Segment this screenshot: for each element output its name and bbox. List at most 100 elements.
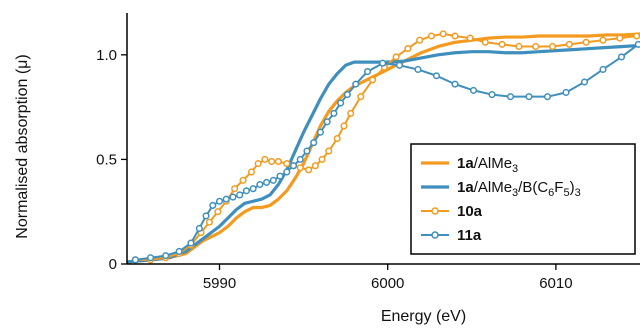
data-point [242, 187, 250, 195]
series-line-2 [127, 43, 640, 264]
data-point [416, 36, 424, 44]
legend-entry: 1a/AlMe3 [421, 155, 518, 175]
data-point [343, 91, 351, 99]
data-point [532, 42, 540, 51]
data-point [289, 162, 298, 170]
data-point [296, 164, 304, 172]
data-point [296, 155, 304, 163]
data-point [215, 197, 224, 205]
data-point [249, 185, 257, 193]
data-point [231, 185, 239, 193]
data-point [565, 40, 573, 48]
legend-entry: 1a/AlMe3/B(C6F5)3 [421, 179, 581, 199]
data-point [310, 139, 318, 147]
data-point [239, 176, 247, 184]
data-point [414, 65, 422, 74]
data-point [131, 256, 139, 264]
legend-marker [431, 231, 439, 239]
data-point [525, 93, 533, 101]
data-point [498, 40, 506, 48]
x-tick-label: 6000 [371, 275, 404, 292]
data-point [263, 178, 271, 186]
data-point [599, 36, 607, 44]
data-point [548, 42, 557, 51]
data-point [333, 134, 341, 143]
data-point [247, 168, 256, 176]
data-point [268, 157, 276, 166]
y-tick-label: 0 [109, 256, 117, 273]
data-point [229, 193, 237, 201]
data-point [222, 195, 230, 203]
data-point [256, 180, 264, 189]
data-point [481, 38, 489, 46]
data-point [599, 65, 607, 74]
data-point [347, 109, 355, 117]
data-point [379, 59, 387, 67]
data-point [562, 88, 570, 97]
data-point [543, 93, 552, 101]
data-point [582, 38, 590, 46]
data-point [316, 128, 324, 136]
data-point [209, 201, 217, 209]
data-point [580, 78, 589, 86]
data-point [363, 68, 372, 76]
x-axis-title: Energy (eV) [381, 308, 466, 325]
data-point [187, 239, 195, 247]
data-point [616, 34, 624, 42]
data-point [633, 32, 640, 40]
data-point [162, 252, 170, 260]
legend-marker [431, 207, 439, 215]
data-point [205, 218, 213, 226]
data-point [392, 53, 400, 61]
series-line-1 [127, 32, 640, 264]
data-point [515, 42, 523, 51]
legend-entry: 10a [421, 203, 483, 220]
y-tick-label: 0.5 [96, 151, 117, 168]
data-point [634, 40, 640, 48]
data-point [175, 247, 183, 255]
data-point [254, 160, 262, 168]
x-tick-label: 5990 [203, 275, 236, 292]
data-point [369, 76, 377, 84]
data-point [466, 34, 474, 42]
x-tick-label: 6010 [539, 275, 572, 292]
data-point [276, 172, 284, 180]
data-point [325, 147, 333, 155]
legend-label: 1a/AlMe3 [457, 155, 518, 175]
data-point [337, 99, 345, 107]
data-point [311, 162, 319, 170]
data-point [323, 118, 331, 126]
data-point [330, 109, 338, 117]
data-point [488, 91, 496, 99]
data-point [146, 254, 155, 262]
data-point [340, 122, 348, 130]
data-point [283, 168, 291, 176]
data-point [395, 61, 404, 69]
data-point [432, 72, 441, 80]
data-point [305, 166, 313, 174]
data-point [451, 80, 459, 88]
data-point [404, 45, 412, 53]
y-tick-label: 1.0 [96, 47, 117, 64]
data-point [202, 212, 210, 220]
data-point [469, 86, 478, 94]
legend-box [410, 143, 636, 255]
data-point [274, 157, 282, 166]
legend-label: 11a [457, 227, 482, 244]
data-point [269, 176, 277, 184]
data-point [451, 32, 459, 40]
data-point [261, 155, 269, 163]
data-point [214, 208, 222, 216]
data-point [427, 32, 435, 40]
data-point [357, 93, 365, 101]
y-axis-title: Normalised absorption (μ) [14, 54, 31, 238]
data-point [506, 93, 515, 101]
data-point [439, 30, 447, 38]
data-point [283, 160, 291, 168]
legend-entry: 11a [421, 227, 482, 244]
data-point [617, 53, 626, 61]
legend-label: 10a [457, 203, 483, 220]
data-point [195, 224, 203, 232]
data-point [318, 155, 326, 163]
